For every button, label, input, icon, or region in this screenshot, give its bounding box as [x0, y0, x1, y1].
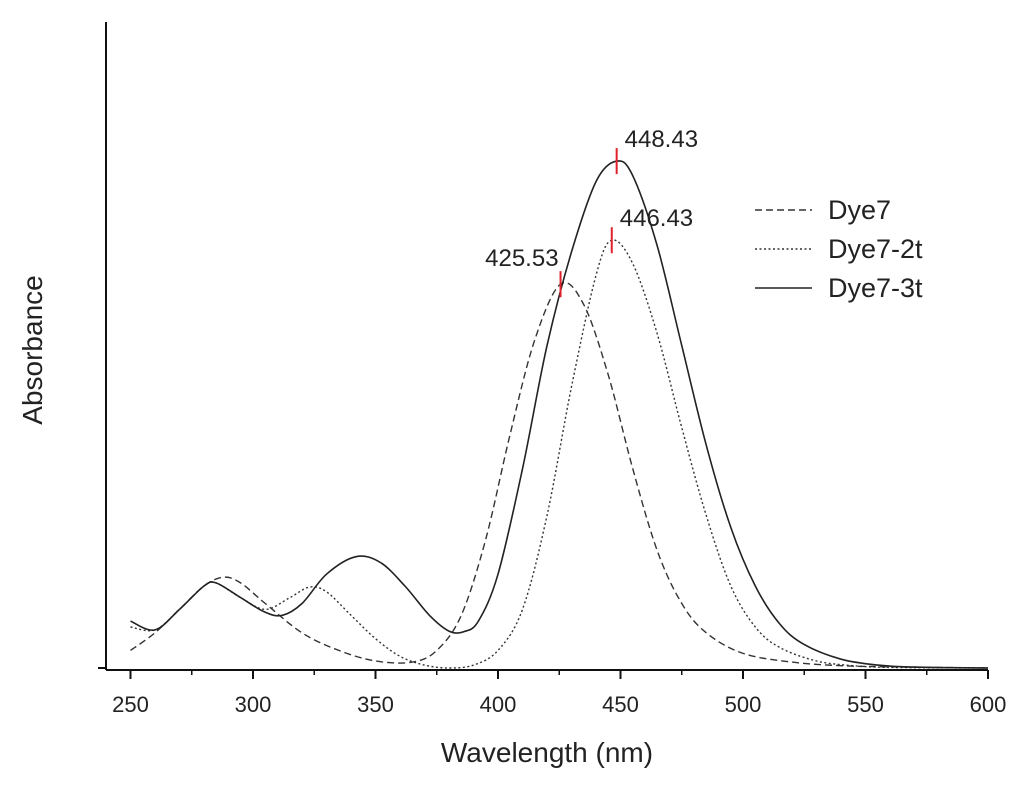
x-tick-label: 450: [602, 692, 639, 717]
x-tick-label: 250: [112, 692, 149, 717]
x-tick-label: 300: [235, 692, 272, 717]
x-tick-label: 500: [725, 692, 762, 717]
legend-label: Dye7: [828, 195, 891, 225]
series-layer: [130, 160, 989, 669]
x-tick-label: 550: [847, 692, 884, 717]
legend-label: Dye7-3t: [828, 273, 923, 303]
legend-label: Dye7-2t: [828, 234, 923, 264]
x-axis-title: Wavelength (nm): [441, 737, 653, 768]
series-line-dye7-3t: [130, 160, 989, 669]
x-axis-ticks: 250 300 350 400 450 500 550 600: [112, 670, 1006, 717]
peak-label: 425.53: [485, 245, 558, 272]
y-axis-title: Absorbance: [17, 275, 48, 424]
x-tick-label: 600: [970, 692, 1007, 717]
series-line-dye7-2t: [130, 239, 989, 669]
peak-label: 448.43: [625, 126, 698, 153]
legend: Dye7 Dye7-2t Dye7-3t: [755, 195, 923, 303]
series-line-dye7: [130, 282, 989, 669]
axes: [98, 22, 988, 671]
peak-annotations: 425.53 446.43 448.43: [485, 126, 698, 298]
x-tick-label: 400: [480, 692, 517, 717]
peak-label: 446.43: [620, 205, 693, 232]
x-tick-label: 350: [357, 692, 394, 717]
